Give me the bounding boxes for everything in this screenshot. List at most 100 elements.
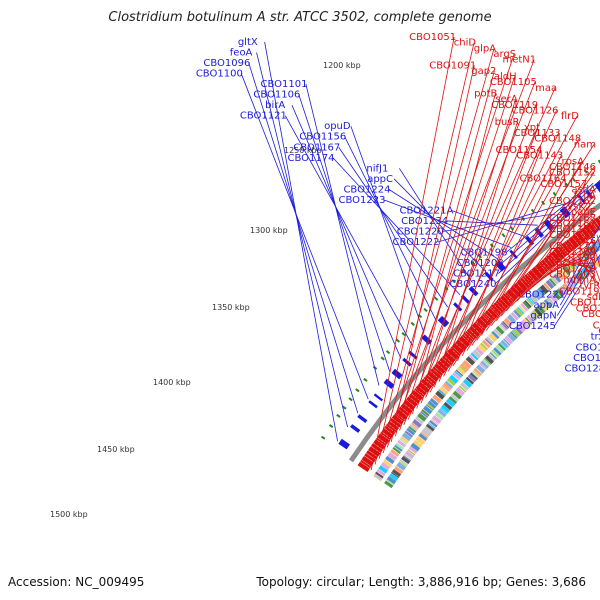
cog-feature-block [403, 455, 412, 462]
reverse-gene-arrow [387, 420, 400, 431]
gene-label: CBO1119 [491, 100, 538, 111]
gene-label: CBO1148 [534, 134, 581, 145]
gene-label: mnmA [563, 275, 596, 286]
cog-feature-block [552, 290, 562, 301]
cog-feature-block [415, 416, 424, 425]
cog-feature-block [450, 394, 459, 402]
gene-label: CBO1154 [496, 145, 543, 156]
gc-skew-mark [320, 435, 326, 440]
reverse-gene-arrow [443, 351, 456, 364]
gene-label: CBO1174 [288, 153, 335, 164]
label-leader-line [521, 223, 595, 298]
reverse-gene-arrow [475, 320, 485, 331]
cog-feature-block [387, 451, 398, 461]
cog-feature-block [499, 342, 507, 350]
cog-feature-block [475, 364, 486, 374]
cog-feature-block [473, 367, 483, 377]
gc-skew-mark [423, 307, 428, 313]
label-leader-line [390, 65, 475, 442]
gene-label: CBO1157 [540, 179, 587, 190]
label-leader-line [378, 48, 495, 459]
label-leader-line [388, 189, 499, 260]
gene-label: gltX [238, 37, 258, 48]
cog-feature-block [482, 339, 491, 349]
label-leader-line [511, 211, 595, 307]
cog-feature-block [489, 352, 497, 360]
label-leader-line [506, 206, 590, 312]
gene-label: CBO1121 [240, 111, 287, 122]
kbp-ticks: 1200 kbp 1250 kbp 1300 kbp 1350 kbp 1400 kbp… [50, 61, 361, 519]
cog-feature-block [500, 339, 510, 349]
cog-feature-block [380, 462, 391, 471]
cog-feature-block [413, 439, 423, 448]
cog-feature-block [375, 471, 384, 479]
gene-label: CBO1222 [393, 237, 440, 248]
forward-gene-arrow [383, 378, 395, 390]
forward-gene-arrow [421, 334, 433, 345]
gc-skew-mark [385, 350, 391, 355]
label-leader-line [425, 110, 557, 398]
cog-feature-block [386, 479, 395, 486]
gene-label: tyrR [579, 281, 600, 292]
cog-feature-block [533, 307, 543, 317]
tick-label: 1250 kbp [284, 146, 322, 155]
cog-feature-block [411, 422, 420, 430]
gene-label: CBO1106 [253, 90, 300, 101]
gene-label: istS [578, 235, 596, 246]
forward-gene-arrow [543, 219, 555, 231]
cog-feature-block [404, 450, 415, 459]
cog-feature-block [524, 299, 532, 308]
cog-feature-block [543, 282, 551, 292]
cog-feature-block [539, 284, 549, 295]
cog-feature-block [425, 423, 435, 432]
label-leader-line [466, 161, 583, 351]
cog-feature-block [557, 288, 565, 296]
cog-feature-block [430, 418, 439, 426]
label-leader-line [585, 243, 600, 283]
cog-feature-block [448, 396, 458, 405]
cog-feature-block [404, 453, 413, 460]
cog-feature-block [524, 317, 533, 325]
cog-feature-block [495, 325, 505, 335]
cog-feature-block [559, 268, 568, 278]
gene-label: feoA [230, 48, 253, 59]
label-leader-line [291, 104, 402, 359]
reverse-gene-arrow [597, 215, 600, 221]
label-leader-line [383, 199, 512, 248]
gc-skew-mark [401, 331, 406, 337]
gc-skew-mark [434, 296, 439, 301]
gene-label: CBO1133 [514, 128, 561, 139]
cog-feature-block [504, 335, 513, 345]
tick-label: 1400 kbp [153, 378, 191, 387]
cog-feature-block [514, 307, 524, 317]
cog-feature-block [455, 387, 465, 397]
cog-feature-block [506, 332, 517, 342]
gene-label: potB [474, 89, 497, 100]
gene-label: metN1 [502, 55, 536, 66]
cog-feature-block [397, 439, 407, 448]
cog-feature-block [477, 344, 487, 353]
cog-feature-block [424, 425, 433, 434]
reverse-gene-arrow [520, 277, 531, 289]
cog-feature-block [479, 362, 488, 371]
cog-feature-block [522, 301, 531, 310]
gene-label: trxB1 [591, 332, 600, 343]
gene-label: birA [265, 100, 285, 111]
cog-feature-block [532, 310, 540, 319]
cog-feature-block [426, 403, 435, 410]
cog-feature-block [386, 476, 397, 485]
label-leader-line [452, 144, 595, 367]
label-leader-line [563, 260, 595, 270]
gene-label: CBO1281A [565, 363, 600, 374]
gene-label: CBO1221A [400, 205, 454, 216]
cog-feature-block [459, 365, 467, 373]
cog-feature-block [401, 432, 412, 442]
cog-feature-block [421, 428, 432, 438]
cog-feature-block [427, 422, 436, 430]
cog-feature-block [527, 297, 535, 306]
gc-skew-mark [451, 279, 456, 284]
label-leader-line [516, 217, 595, 302]
label-leader-line [498, 179, 600, 274]
reverse-gene-arrow [375, 437, 387, 447]
cog-feature-block [565, 264, 574, 273]
